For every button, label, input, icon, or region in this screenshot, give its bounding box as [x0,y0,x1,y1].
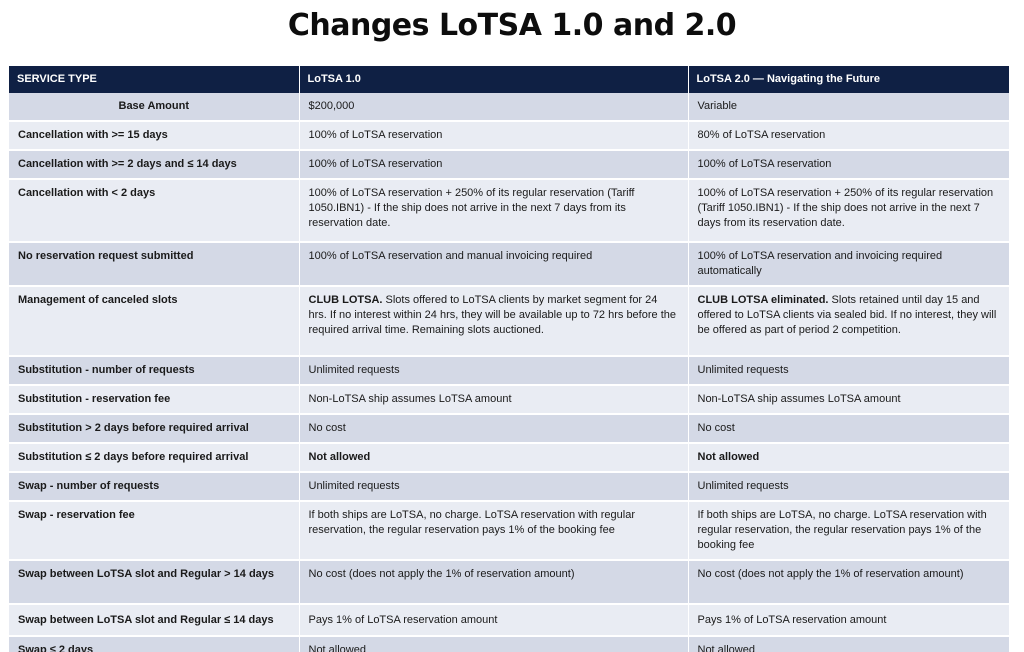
cell-text: No cost [308,422,346,434]
lotsa-1-cell: Not allowed [299,636,689,652]
cell-text: Unlimited requests [697,480,789,492]
cell-text: Non-LoTSA ship assumes LoTSA amount [308,393,512,405]
lotsa-1-cell: Non-LoTSA ship assumes LoTSA amount [299,385,689,415]
lotsa-1-cell: 100% of LoTSA reservation and manual inv… [299,242,689,287]
cell-text: Slots offered to LoTSA clients by market… [308,294,676,336]
lotsa-2-cell: Not allowed [688,443,1010,473]
service-type-cell: Swap ≤ 2 days [9,636,300,652]
cell-text: Not allowed [308,644,366,652]
table-row: Substitution - number of requests Unlimi… [9,356,1010,386]
lotsa-2-cell: Non-LoTSA ship assumes LoTSA amount [688,385,1010,415]
table-row: Substitution > 2 days before required ar… [9,414,1010,444]
cell-text: 80% of LoTSA reservation [697,129,826,141]
service-type-cell: Swap - number of requests [9,472,300,502]
cell-text: Variable [697,100,738,112]
service-type-cell: Cancellation with >= 2 days and ≤ 14 day… [9,150,300,180]
service-type-cell: Swap between LoTSA slot and Regular ≤ 14… [9,604,300,637]
lotsa-1-cell: 100% of LoTSA reservation + 250% of its … [299,179,689,243]
lotsa-1-cell: No cost (does not apply the 1% of reserv… [299,560,689,605]
lotsa-1-cell: Unlimited requests [299,472,689,502]
header-lotsa-1: LoTSA 1.0 [299,66,689,93]
table-row: Substitution - reservation fee Non-LoTSA… [9,385,1010,415]
cell-text: 100% of LoTSA reservation and invoicing … [697,250,943,277]
lotsa-2-cell: 100% of LoTSA reservation [688,150,1010,180]
lotsa-2-cell: No cost [688,414,1010,444]
cell-text: Slots retained until day 15 and offered … [697,294,997,336]
table-row: Cancellation with >= 2 days and ≤ 14 day… [9,150,1010,180]
lotsa-1-cell: 100% of LoTSA reservation [299,150,689,180]
table-row: Base Amount $200,000 Variable [9,93,1010,122]
cell-bold-text: Not allowed [697,451,760,463]
cell-bold-text: CLUB LOTSA. [308,294,383,306]
cell-text: Unlimited requests [308,480,400,492]
table-row: Cancellation with < 2 days 100% of LoTSA… [9,179,1010,243]
lotsa-2-cell: 80% of LoTSA reservation [688,121,1010,151]
lotsa-1-cell: If both ships are LoTSA, no charge. LoTS… [299,501,689,561]
cell-text: No cost [697,422,735,434]
lotsa-2-cell: Unlimited requests [688,472,1010,502]
cell-text: 100% of LoTSA reservation + 250% of its … [308,187,635,229]
table-row: Swap - number of requests Unlimited requ… [9,472,1010,502]
cell-text: 100% of LoTSA reservation [308,129,443,141]
lotsa-2-cell: Unlimited requests [688,356,1010,386]
table-row: Swap between LoTSA slot and Regular > 14… [9,560,1010,605]
table-row: Swap between LoTSA slot and Regular ≤ 14… [9,604,1010,637]
lotsa-1-cell: 100% of LoTSA reservation [299,121,689,151]
cell-text: Pays 1% of LoTSA reservation amount [308,613,498,626]
service-type-cell: Swap - reservation fee [9,501,300,561]
service-type-cell: Substitution - number of requests [9,356,300,386]
lotsa-2-cell: Not allowed [688,636,1010,652]
lotsa-2-cell: CLUB LOTSA eliminated. Slots retained un… [688,286,1010,357]
lotsa-2-cell: 100% of LoTSA reservation + 250% of its … [688,179,1010,243]
cell-bold-text: CLUB LOTSA eliminated. [697,294,829,306]
table-row: Substitution ≤ 2 days before required ar… [9,443,1010,473]
cell-text: If both ships are LoTSA, no charge. LoTS… [308,509,636,536]
service-type-cell: Swap between LoTSA slot and Regular > 14… [9,560,300,605]
lotsa-2-cell: Variable [688,93,1010,122]
service-type-cell: Management of canceled slots [9,286,300,357]
service-type-cell: Base Amount [9,93,300,122]
table-row: Management of canceled slots CLUB LOTSA.… [9,286,1010,357]
cell-text: Unlimited requests [697,364,789,376]
cell-text: No cost (does not apply the 1% of reserv… [308,568,575,580]
cell-text: Not allowed [697,644,755,652]
cell-text: 100% of LoTSA reservation [697,158,832,170]
lotsa-1-cell: Pays 1% of LoTSA reservation amount [299,604,689,637]
cell-text: 100% of LoTSA reservation + 250% of its … [697,187,994,229]
service-type-cell: Substitution - reservation fee [9,385,300,415]
cell-text: Unlimited requests [308,364,400,376]
cell-text: 100% of LoTSA reservation [308,158,443,170]
table-row: Swap ≤ 2 days Not allowed Not allowed [9,636,1010,652]
table-header-row: SERVICE TYPE LoTSA 1.0 LoTSA 2.0 — Navig… [9,66,1010,93]
header-lotsa-2: LoTSA 2.0 — Navigating the Future [688,66,1010,93]
service-type-cell: Substitution > 2 days before required ar… [9,414,300,444]
cell-text: No cost (does not apply the 1% of reserv… [697,568,964,580]
lotsa-2-cell: If both ships are LoTSA, no charge. LoTS… [688,501,1010,561]
lotsa-2-cell: No cost (does not apply the 1% of reserv… [688,560,1010,605]
cell-text: $200,000 [308,100,355,112]
service-type-cell: Substitution ≤ 2 days before required ar… [9,443,300,473]
lotsa-2-cell: 100% of LoTSA reservation and invoicing … [688,242,1010,287]
service-type-cell: Cancellation with >= 15 days [9,121,300,151]
lotsa-2-cell: Pays 1% of LoTSA reservation amount [688,604,1010,637]
header-service-type: SERVICE TYPE [9,66,300,93]
cell-text: 100% of LoTSA reservation and manual inv… [308,250,593,262]
lotsa-1-cell: $200,000 [299,93,689,122]
cell-text: Non-LoTSA ship assumes LoTSA amount [697,393,901,405]
table-row: No reservation request submitted 100% of… [9,242,1010,287]
cell-text: If both ships are LoTSA, no charge. LoTS… [697,509,987,551]
cell-text: Pays 1% of LoTSA reservation amount [697,613,887,626]
service-type-cell: Cancellation with < 2 days [9,179,300,243]
lotsa-1-cell: CLUB LOTSA. Slots offered to LoTSA clien… [299,286,689,357]
table-row: Cancellation with >= 15 days 100% of LoT… [9,121,1010,151]
cell-bold-text: Not allowed [308,451,371,463]
lotsa-1-cell: No cost [299,414,689,444]
comparison-table: SERVICE TYPE LoTSA 1.0 LoTSA 2.0 — Navig… [9,66,1010,652]
lotsa-1-cell: Unlimited requests [299,356,689,386]
service-type-cell: No reservation request submitted [9,242,300,287]
lotsa-1-cell: Not allowed [299,443,689,473]
page-title: Changes LoTSA 1.0 and 2.0 [287,8,737,43]
table-row: Swap - reservation fee If both ships are… [9,501,1010,561]
